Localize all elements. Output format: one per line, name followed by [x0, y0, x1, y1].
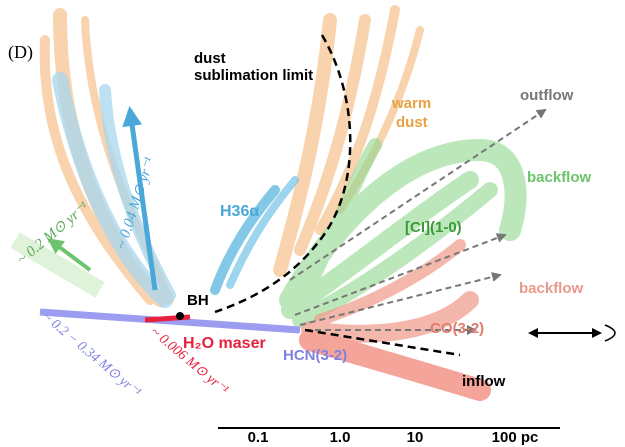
- label: dust: [194, 50, 226, 67]
- label: dust: [396, 114, 428, 131]
- rate: ~ 0.2 − 0.34 M⊙ yr⁻¹: [39, 310, 143, 401]
- label: H36α: [220, 203, 259, 220]
- panel-label: (D): [8, 42, 33, 63]
- label: CO(3-2): [430, 320, 484, 337]
- green-streak-left: [10, 232, 105, 298]
- label: H₂O maser: [183, 335, 266, 352]
- green-streaks: [279, 138, 527, 328]
- inflow-dash: [304, 328, 461, 357]
- label: HCN(3-2): [283, 347, 347, 364]
- scale-label: 10: [407, 429, 424, 446]
- green-arrow: [47, 238, 92, 272]
- scale-label: 0.1: [248, 429, 269, 446]
- blue-streaks: [52, 72, 299, 308]
- label: inflow: [462, 373, 506, 390]
- scale-label: 1.0: [330, 429, 351, 446]
- hcn-disk: [39, 308, 301, 334]
- label: BH: [187, 292, 209, 309]
- black-hole: [176, 312, 184, 320]
- label: outflow: [520, 87, 574, 104]
- blue-arrow: [122, 106, 158, 291]
- gray-arrows: [289, 108, 547, 335]
- sublimation-curve: [214, 34, 352, 314]
- label: [CI](1-0): [405, 219, 462, 236]
- scale-label: 100 pc: [492, 429, 539, 446]
- label: warm: [391, 95, 431, 112]
- label: backflow: [519, 280, 584, 297]
- label: backflow: [527, 169, 592, 186]
- eye: [604, 324, 616, 342]
- label: sublimation limit: [194, 67, 313, 84]
